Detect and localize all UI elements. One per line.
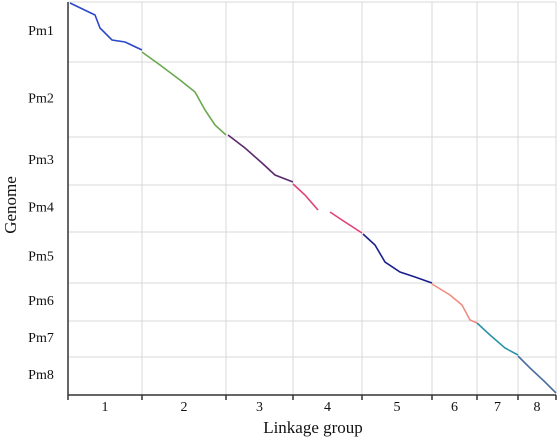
series-line: [141, 51, 227, 136]
y-category-label: Pm6: [28, 294, 54, 309]
y-category-label: Pm2: [28, 92, 54, 107]
y-category-label: Pm8: [28, 368, 54, 383]
series-line: [292, 183, 363, 234]
y-category-label: Pm1: [28, 24, 54, 39]
x-category-label: 1: [102, 400, 109, 415]
x-category-label: 4: [324, 400, 331, 415]
y-category-label: Pm7: [28, 331, 54, 346]
series-line: [69, 2, 143, 51]
y-category-label: Pm3: [28, 153, 54, 168]
series-line: [227, 134, 294, 183]
y-category-label: Pm4: [28, 201, 54, 216]
x-category-label: 5: [394, 400, 401, 415]
series-line: [431, 283, 478, 324]
x-category-label: 7: [494, 400, 501, 415]
x-category-label: 3: [256, 400, 263, 415]
x-axis-title: Linkage group: [263, 418, 363, 437]
y-axis-title: Genome: [1, 176, 20, 234]
y-category-label: Pm5: [28, 250, 54, 265]
x-category-label: 2: [181, 400, 188, 415]
series-line: [362, 233, 433, 284]
x-category-label: 8: [534, 400, 541, 415]
series-line: [476, 322, 519, 356]
series-line: [517, 355, 557, 394]
x-category-label: 6: [451, 400, 458, 415]
